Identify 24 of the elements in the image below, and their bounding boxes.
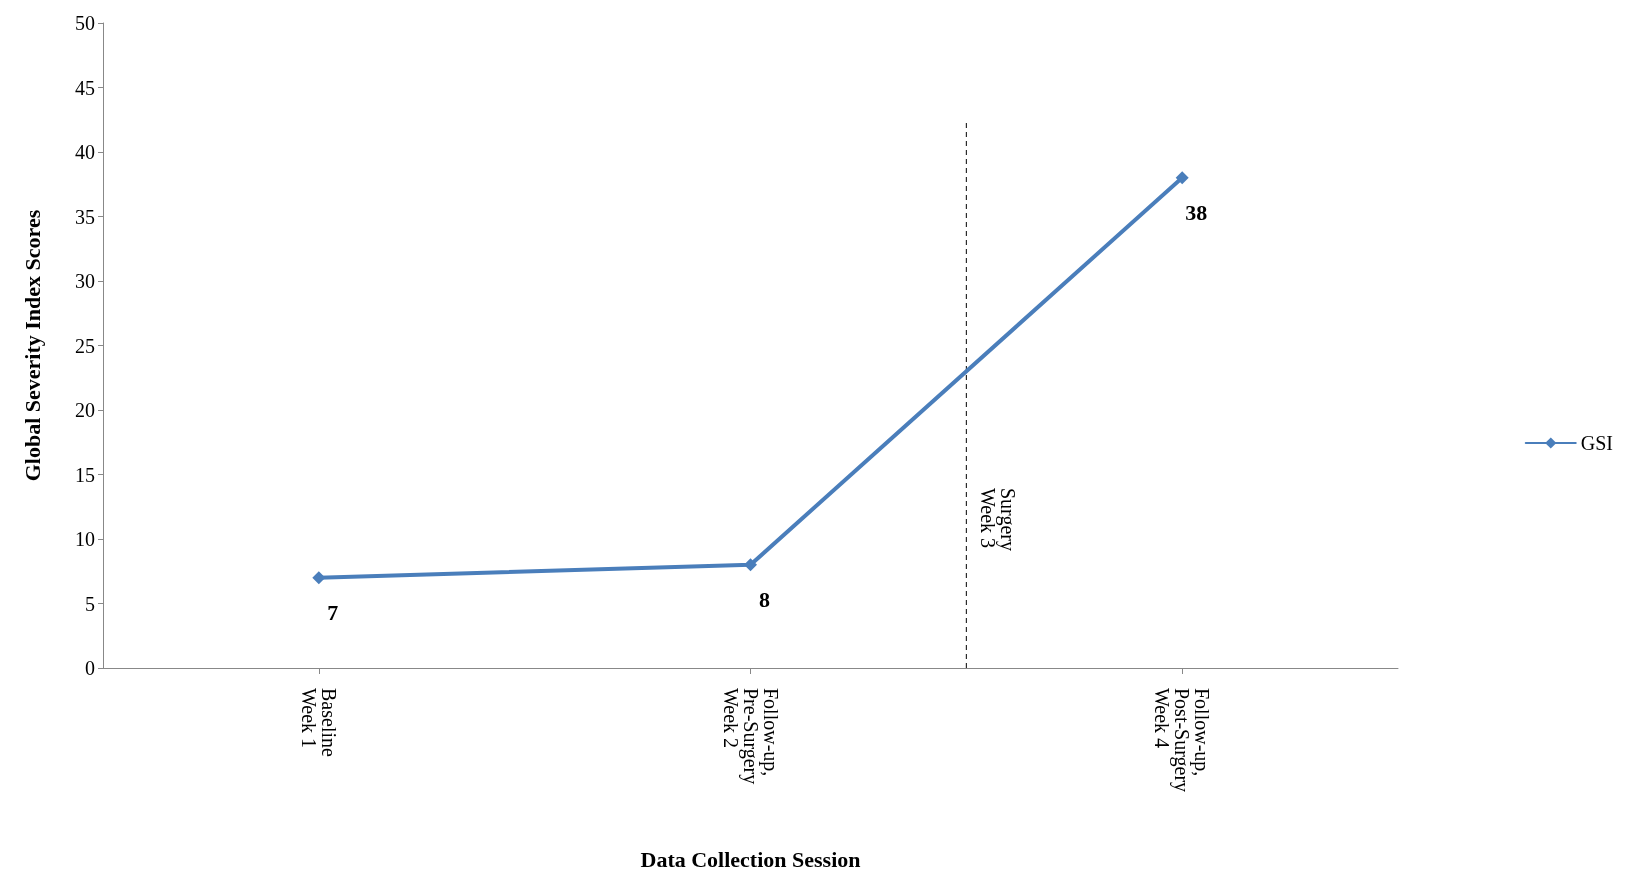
data-label: 7: [327, 599, 339, 625]
x-tick-label: Baseline Week 1: [297, 688, 340, 757]
y-tick-label: 0: [85, 657, 95, 679]
point: [312, 571, 326, 585]
y-tick-label: 15: [75, 463, 95, 486]
x-tick-label: Follow-up, Post-Surgery Week 4: [1151, 688, 1214, 793]
y-tick-label: 40: [75, 141, 95, 163]
data-label: 8: [759, 586, 770, 612]
y-tick-label: 45: [75, 76, 95, 99]
annotation: Surgery Week 3: [977, 488, 1020, 551]
y-tick-label: 30: [75, 270, 95, 292]
x-axis-title: Data Collection Session: [640, 846, 861, 872]
y-tick-label: 5: [85, 592, 95, 615]
point: [1175, 171, 1189, 185]
y-tick-label: 25: [75, 334, 95, 357]
legend-label: GSI: [1580, 432, 1614, 454]
y-tick-label: 10: [75, 528, 95, 550]
y-tick-label: 50: [75, 12, 95, 34]
y-tick-label: 35: [75, 205, 95, 228]
y-tick-label: 20: [75, 399, 95, 421]
data-label: 38: [1185, 199, 1208, 225]
x-tick-label: Follow-up, Pre-Surgery Week 2: [719, 688, 782, 785]
y-axis-title: Global Severity Index Scores: [19, 209, 45, 482]
point: [744, 558, 757, 572]
